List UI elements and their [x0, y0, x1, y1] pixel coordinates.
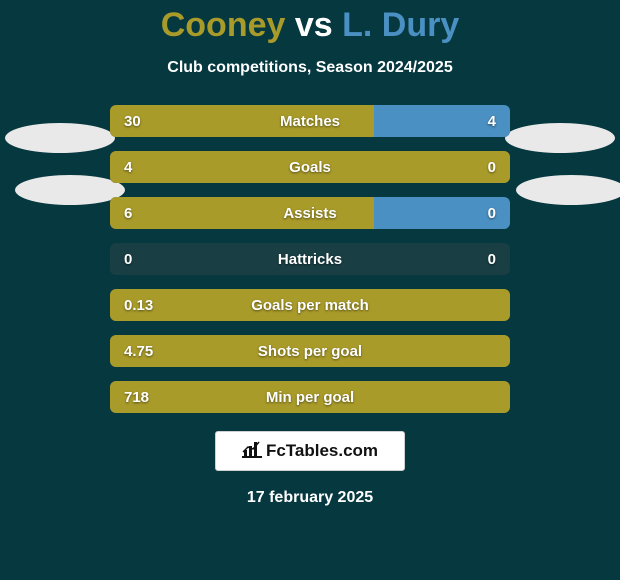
avatar-placeholder-1	[15, 175, 125, 205]
chart-icon	[242, 440, 262, 463]
stat-row-text: 0Hattricks0	[110, 243, 510, 275]
date-label: 17 february 2025	[0, 489, 620, 507]
stat-row: 30Matches4	[110, 105, 510, 137]
stat-row: 6Assists0	[110, 197, 510, 229]
stat-label: Shots per goal	[110, 343, 510, 360]
stat-row: 4.75Shots per goal	[110, 335, 510, 367]
stat-row-text: 30Matches4	[110, 105, 510, 137]
stat-label: Goals per match	[110, 297, 510, 314]
stat-row-text: 4.75Shots per goal	[110, 335, 510, 367]
stat-label: Hattricks	[110, 251, 510, 268]
stat-row: 0Hattricks0	[110, 243, 510, 275]
stat-row: 4Goals0	[110, 151, 510, 183]
comparison-card: Cooney vs L. Dury Club competitions, Sea…	[0, 0, 620, 580]
stat-row-text: 718Min per goal	[110, 381, 510, 413]
fctables-logo[interactable]: FcTables.com	[215, 431, 405, 471]
logo-text: FcTables.com	[266, 441, 378, 461]
avatar-placeholder-0	[5, 123, 115, 153]
page-title: Cooney vs L. Dury	[0, 6, 620, 45]
stat-label: Assists	[110, 205, 510, 222]
stat-row-text: 4Goals0	[110, 151, 510, 183]
subtitle: Club competitions, Season 2024/2025	[0, 59, 620, 77]
stat-row: 0.13Goals per match	[110, 289, 510, 321]
player1-name: Cooney	[161, 6, 286, 44]
stat-row-text: 6Assists0	[110, 197, 510, 229]
stats-rows: 30Matches4 4Goals0 6Assists0 0Hattricks0 0.1…	[110, 105, 510, 413]
avatar-placeholder-3	[516, 175, 620, 205]
vs-separator: vs	[285, 6, 342, 44]
stat-label: Matches	[110, 113, 510, 130]
stat-label: Goals	[110, 159, 510, 176]
stat-label: Min per goal	[110, 389, 510, 406]
stat-row-text: 0.13Goals per match	[110, 289, 510, 321]
avatar-placeholder-2	[505, 123, 615, 153]
stat-row: 718Min per goal	[110, 381, 510, 413]
player2-name: L. Dury	[342, 6, 459, 44]
